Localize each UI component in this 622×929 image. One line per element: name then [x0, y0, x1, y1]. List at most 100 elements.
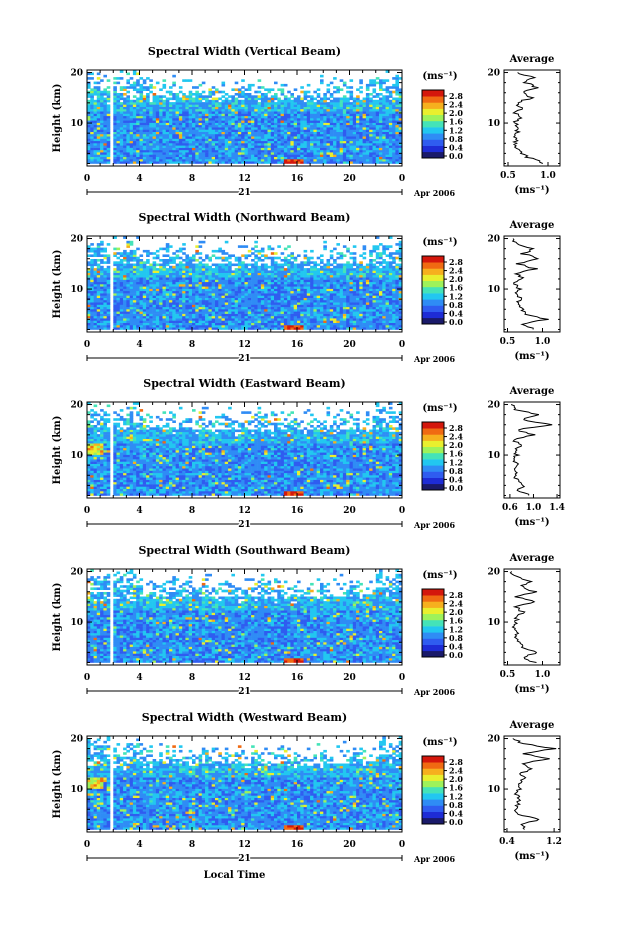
heatmap-cell: [106, 104, 111, 107]
heatmap-cell: [329, 149, 334, 153]
heatmap-cell: [195, 281, 199, 285]
heatmap-cell: [228, 299, 232, 303]
heatmap-cell: [215, 302, 219, 305]
heatmap-cell: [139, 122, 144, 126]
heatmap-cell: [215, 154, 219, 157]
heatmap-cell: [323, 93, 327, 96]
heatmap-cell: [224, 297, 229, 301]
heatmap-cell: [129, 256, 134, 260]
heatmap-cell: [264, 140, 268, 144]
heatmap-cell: [103, 322, 107, 326]
heatmap-cell: [231, 263, 235, 267]
heatmap-cell: [126, 324, 130, 328]
heatmap-cell: [221, 131, 226, 135]
heatmap-cell: [257, 320, 262, 323]
heatmap-cell: [359, 113, 363, 117]
heatmap-cell: [260, 297, 265, 301]
heatmap-cell: [165, 263, 170, 267]
heatmap-cell: [205, 288, 209, 292]
heatmap-cell: [231, 133, 235, 137]
heatmap-cell: [260, 322, 265, 326]
heatmap-cell: [211, 268, 216, 271]
heatmap-cell: [123, 290, 127, 294]
heatmap-cell: [205, 315, 209, 319]
heatmap-cell: [234, 302, 239, 305]
heatmap-cell: [349, 120, 354, 123]
heatmap-cell: [241, 290, 245, 294]
heatmap-cell: [270, 143, 275, 146]
heatmap-cell: [300, 156, 304, 160]
heatmap-cell: [215, 129, 219, 132]
heatmap-cell: [136, 90, 140, 94]
heatmap-cell: [126, 288, 130, 292]
heatmap-cell: [139, 115, 144, 119]
heatmap-cell: [198, 261, 203, 264]
heatmap-cell: [185, 304, 189, 308]
profile-x-tick-label: 1.0: [540, 171, 556, 181]
heatmap-cell: [283, 143, 288, 146]
heatmap-cell: [260, 102, 265, 105]
heatmap-cell: [316, 127, 321, 130]
heatmap-cell: [313, 131, 317, 135]
heatmap-cell: [169, 313, 173, 317]
heatmap-cell: [237, 256, 242, 260]
heatmap-cell: [185, 138, 189, 142]
heatmap-cell: [221, 99, 226, 103]
heatmap-cell: [106, 138, 111, 142]
heatmap-cell: [198, 315, 203, 319]
heatmap-cell: [195, 124, 199, 128]
heatmap-cell: [182, 259, 186, 262]
heatmap-cell: [369, 79, 373, 82]
heatmap-cell: [237, 293, 242, 296]
heatmap-cell: [379, 140, 383, 144]
heatmap-cell: [303, 140, 308, 144]
heatmap-cell: [392, 102, 396, 105]
heatmap-cell: [237, 147, 242, 151]
heatmap-cell: [129, 102, 134, 105]
heatmap-cell: [165, 147, 170, 151]
heatmap-cell: [221, 320, 226, 323]
heatmap-cell: [320, 115, 324, 119]
heatmap-cell: [165, 102, 170, 105]
heatmap-cell: [113, 297, 117, 301]
heatmap-cell: [385, 161, 390, 164]
heatmap-cell: [126, 265, 130, 269]
heatmap-cell: [188, 295, 193, 298]
heatmap-cell: [329, 106, 334, 110]
heatmap-cell: [205, 106, 209, 110]
heatmap-cell: [198, 127, 203, 130]
heatmap-cell: [241, 133, 245, 137]
heatmap-cell: [152, 120, 157, 123]
heatmap-cell: [172, 131, 176, 135]
heatmap-cell: [162, 138, 167, 142]
heatmap-cell: [208, 293, 212, 296]
heatmap-cell: [136, 72, 140, 76]
heatmap-cell: [297, 131, 301, 135]
heatmap-cell: [142, 284, 147, 287]
heatmap-cell: [333, 149, 337, 153]
heatmap-cell: [224, 104, 229, 107]
heatmap-cell: [155, 106, 160, 110]
heatmap-cell: [224, 259, 229, 262]
heatmap-cell: [162, 145, 167, 148]
heatmap-cell: [185, 277, 189, 280]
heatmap-cell: [228, 95, 232, 98]
heatmap-cell: [162, 302, 167, 305]
heatmap-cell: [165, 315, 170, 319]
heatmap-cell: [303, 161, 308, 164]
heatmap-cell: [119, 113, 124, 117]
heatmap-cell: [306, 104, 311, 107]
heatmap-cell: [129, 152, 134, 155]
heatmap-cell: [385, 140, 390, 144]
heatmap-cell: [303, 149, 308, 153]
heatmap-cell: [87, 127, 91, 130]
heatmap-cell: [241, 295, 245, 298]
heatmap-cell: [139, 118, 144, 121]
heatmap-cell: [241, 140, 245, 144]
heatmap-cell: [129, 322, 134, 326]
heatmap-cell: [146, 259, 150, 262]
heatmap-cell: [346, 102, 350, 105]
heatmap-cell: [379, 161, 383, 164]
heatmap-cell: [152, 284, 157, 287]
heatmap-cell: [306, 156, 311, 160]
